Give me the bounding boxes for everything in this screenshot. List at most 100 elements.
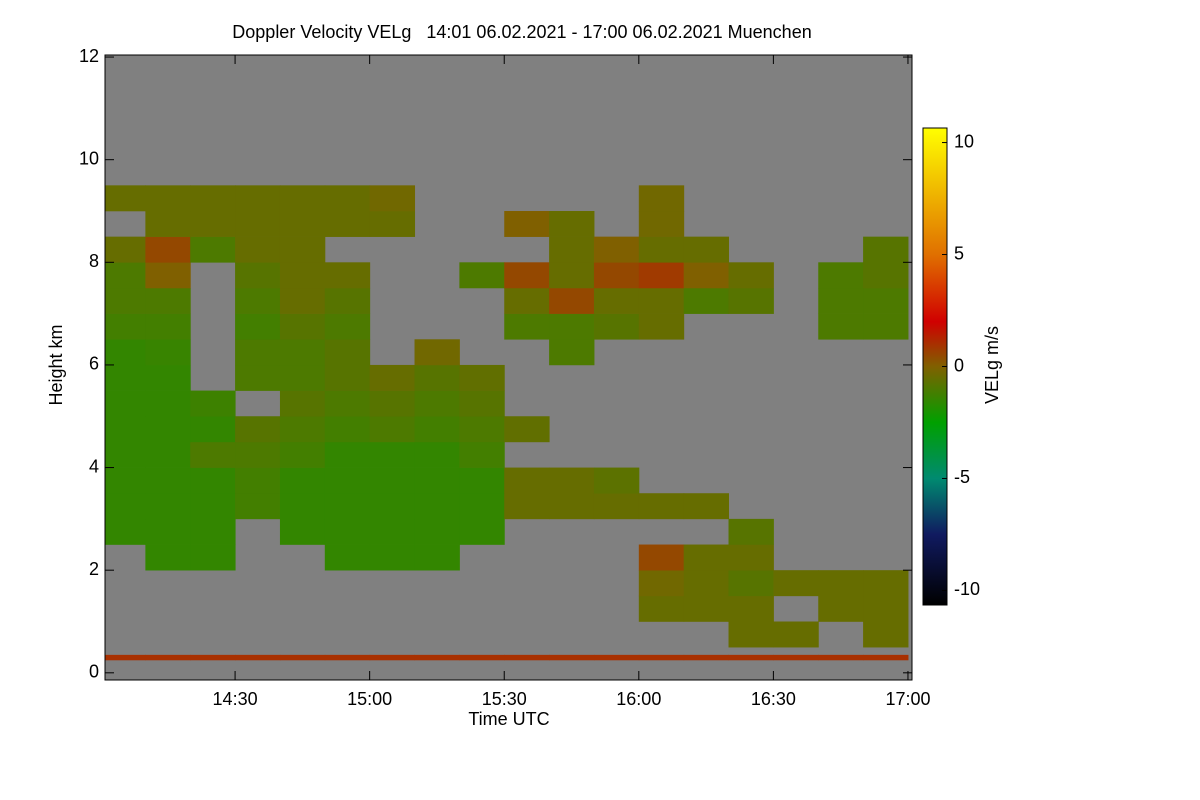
- y-tick-label: 6: [89, 354, 99, 374]
- heatmap-cell: [279, 416, 326, 443]
- heatmap-cell: [504, 287, 550, 314]
- heatmap-cell: [459, 493, 505, 520]
- heatmap-cell: [235, 493, 281, 520]
- heatmap-cell: [105, 236, 146, 263]
- heatmap-cell: [863, 654, 909, 661]
- heatmap-cell: [145, 493, 191, 520]
- colorbar-tick-label: 5: [954, 243, 964, 263]
- heatmap-cell: [593, 262, 640, 289]
- x-tick-label: 16:00: [616, 689, 661, 709]
- heatmap-cell: [549, 493, 595, 520]
- heatmap-cell: [414, 441, 460, 468]
- x-tick-label: 14:30: [213, 689, 258, 709]
- heatmap-cell: [235, 210, 281, 237]
- heatmap-cell: [549, 339, 595, 366]
- heatmap-cell: [863, 313, 909, 340]
- heatmap-cell: [504, 262, 550, 289]
- heatmap-cell: [145, 654, 191, 661]
- heatmap-cell: [145, 236, 191, 263]
- heatmap-cell: [549, 467, 595, 494]
- heatmap-cell: [235, 313, 281, 340]
- heatmap-cell: [235, 287, 281, 314]
- heatmap-cell: [279, 287, 326, 314]
- colorbar-label: VELg m/s: [982, 326, 1002, 404]
- heatmap-cell: [190, 544, 236, 571]
- heatmap-cell: [369, 493, 416, 520]
- heatmap-cell: [235, 441, 281, 468]
- heatmap-cell: [190, 416, 236, 443]
- y-tick-label: 2: [89, 559, 99, 579]
- heatmap-cell: [145, 185, 191, 212]
- heatmap-cell: [324, 210, 371, 237]
- heatmap-cell: [279, 493, 326, 520]
- heatmap-cell: [818, 595, 864, 622]
- heatmap-cell: [593, 654, 640, 661]
- heatmap-cell: [593, 493, 640, 520]
- heatmap-cell: [145, 467, 191, 494]
- heatmap-cell: [369, 544, 416, 571]
- heatmap-cell: [324, 313, 371, 340]
- heatmap-cell: [728, 262, 774, 289]
- heatmap-cell: [728, 544, 774, 571]
- heatmap-cell: [504, 210, 550, 237]
- heatmap-cell: [638, 262, 685, 289]
- heatmap-cell: [369, 390, 416, 417]
- heatmap-cell: [279, 339, 326, 366]
- heatmap-cell: [105, 313, 146, 340]
- heatmap-cell: [324, 339, 371, 366]
- heatmap-cell: [638, 570, 685, 597]
- heatmap-cell: [190, 493, 236, 520]
- heatmap-cell: [145, 313, 191, 340]
- heatmap-cell: [279, 467, 326, 494]
- heatmap-cell: [683, 595, 730, 622]
- heatmap-cell: [818, 570, 864, 597]
- heatmap-cell: [105, 339, 146, 366]
- heatmap-cell: [683, 544, 730, 571]
- heatmap-cell: [414, 364, 460, 391]
- heatmap-cell: [190, 185, 236, 212]
- heatmap-cell: [459, 467, 505, 494]
- heatmap-cell: [369, 441, 416, 468]
- heatmap-cell: [638, 654, 685, 661]
- heatmap-cell: [459, 654, 505, 661]
- heatmap-cell: [863, 621, 909, 648]
- heatmap-cell: [459, 390, 505, 417]
- heatmap-cell: [324, 262, 371, 289]
- heatmap-cell: [324, 518, 371, 545]
- heatmap-cell: [235, 339, 281, 366]
- heatmap-cell: [414, 544, 460, 571]
- heatmap-cell: [683, 236, 730, 263]
- heatmap-cell: [279, 262, 326, 289]
- heatmap-cell: [638, 287, 685, 314]
- heatmap-cell: [324, 493, 371, 520]
- heatmap-cell: [863, 262, 909, 289]
- heatmap-cell: [279, 364, 326, 391]
- y-axis-label: Height km: [46, 324, 66, 405]
- heatmap-cell: [683, 262, 730, 289]
- x-tick-label: 16:30: [751, 689, 796, 709]
- heatmap-cell: [105, 262, 146, 289]
- x-tick-label: 17:00: [885, 689, 930, 709]
- heatmap-cell: [414, 416, 460, 443]
- heatmap-cell: [728, 570, 774, 597]
- heatmap-cell: [145, 287, 191, 314]
- heatmap-cell: [414, 467, 460, 494]
- heatmap-cell: [324, 416, 371, 443]
- heatmap-cell: [369, 185, 416, 212]
- heatmap-cell: [773, 570, 819, 597]
- heatmap-cell: [145, 262, 191, 289]
- heatmap-cell: [190, 210, 236, 237]
- heatmap-cell: [105, 364, 146, 391]
- colorbar-tick-label: -10: [954, 579, 980, 599]
- heatmap-cell: [593, 287, 640, 314]
- y-tick-label: 12: [79, 46, 99, 66]
- heatmap-cell: [593, 313, 640, 340]
- heatmap-cell: [235, 467, 281, 494]
- heatmap-cell: [235, 185, 281, 212]
- heatmap-cell: [728, 621, 774, 648]
- heatmap-cell: [818, 654, 864, 661]
- heatmap-cell: [459, 518, 505, 545]
- heatmap-cell: [638, 236, 685, 263]
- x-tick-label: 15:00: [347, 689, 392, 709]
- heatmap-cell: [369, 467, 416, 494]
